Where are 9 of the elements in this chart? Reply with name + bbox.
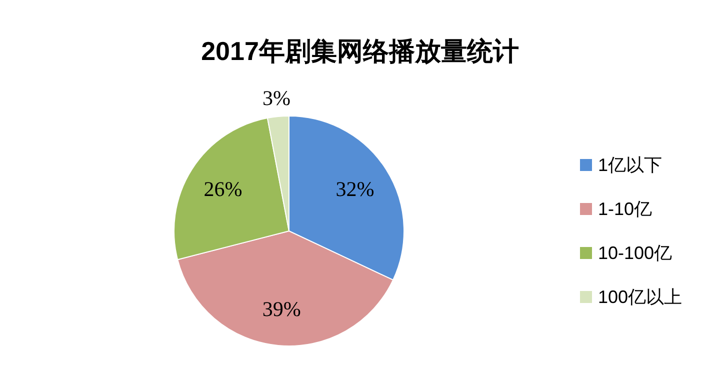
legend-label: 1-10亿 [598, 199, 652, 219]
data-label: 3% [262, 86, 290, 110]
legend-label: 10-100亿 [598, 243, 672, 263]
data-label: 39% [262, 296, 301, 321]
legend-label: 1亿以下 [598, 155, 662, 175]
data-label: 26% [204, 177, 242, 202]
legend-label: 100亿以上 [598, 287, 682, 307]
chart-title: 2017年剧集网络播放量统计 [201, 36, 519, 66]
data-label: 32% [336, 177, 374, 202]
